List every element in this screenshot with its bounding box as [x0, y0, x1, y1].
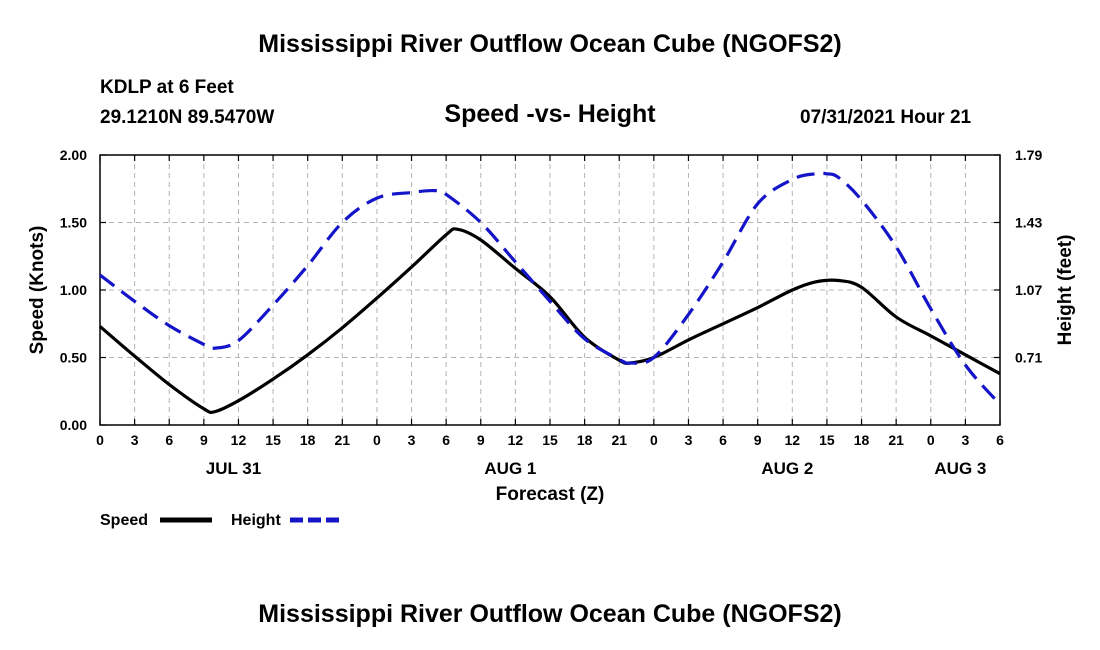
x-tick-label: 15	[542, 432, 558, 448]
x-tick-label: 21	[888, 432, 904, 448]
x-tick-label: 9	[477, 432, 485, 448]
x-tick-label: 6	[442, 432, 450, 448]
y-right-axis-title: Height (feet)	[1055, 235, 1076, 346]
y-right-tick-label: 1.79	[1015, 147, 1042, 163]
x-date-label: AUG 3	[934, 459, 986, 478]
chart-title: Mississippi River Outflow Ocean Cube (NG…	[258, 30, 842, 58]
x-tick-label: 12	[508, 432, 524, 448]
station-label: KDLP at 6 Feet	[100, 77, 234, 98]
x-tick-label: 0	[927, 432, 935, 448]
x-tick-label: 12	[785, 432, 801, 448]
x-tick-label: 18	[854, 432, 870, 448]
x-tick-label: 6	[996, 432, 1004, 448]
chart-subtitle: Speed -vs- Height	[444, 100, 656, 128]
x-date-label: AUG 1	[484, 459, 536, 478]
legend-label-speed: Speed	[100, 512, 148, 529]
x-tick-label: 9	[200, 432, 208, 448]
x-tick-label: 6	[719, 432, 727, 448]
series-group	[98, 171, 1002, 415]
grid	[100, 155, 1000, 425]
x-tick-label: 0	[96, 432, 104, 448]
x-tick-label: 0	[373, 432, 381, 448]
x-tick-label: 12	[231, 432, 247, 448]
legend: Speed Height	[100, 512, 342, 529]
y-axis-title: Speed (Knots)	[27, 226, 48, 355]
forecast-datetime: 07/31/2021 Hour 21	[800, 107, 972, 128]
x-tick-label: 0	[650, 432, 658, 448]
y-tick-label: 0.50	[60, 350, 87, 366]
x-tick-label: 18	[577, 432, 593, 448]
y-tick-label: 1.00	[60, 282, 87, 298]
x-tick-label: 3	[131, 432, 139, 448]
y-right-tick-label: 0.71	[1015, 350, 1042, 366]
y-right-tick-label: 1.07	[1015, 282, 1042, 298]
x-date-label: AUG 2	[761, 459, 813, 478]
x-tick-label: 21	[611, 432, 627, 448]
x-tick-label: 6	[165, 432, 173, 448]
height-series-line	[99, 171, 1002, 406]
x-tick-label: 3	[685, 432, 693, 448]
x-axis-title: Forecast (Z)	[496, 484, 605, 505]
x-tick-label: 18	[300, 432, 316, 448]
x-tick-label: 3	[408, 432, 416, 448]
footer-title: Mississippi River Outflow Ocean Cube (NG…	[258, 600, 842, 628]
x-date-label: JUL 31	[206, 459, 261, 478]
axis-labels: Forecast (Z) Speed (Knots) Height (feet)	[27, 226, 1076, 505]
x-tick-label: 15	[265, 432, 281, 448]
x-tick-label: 9	[754, 432, 762, 448]
speed-series-line	[98, 227, 1001, 415]
y-tick-label: 2.00	[60, 147, 87, 163]
x-tick-label: 3	[961, 432, 969, 448]
x-tick-label: 15	[819, 432, 835, 448]
station-coordinates: 29.1210N 89.5470W	[100, 107, 275, 128]
y-tick-label: 0.00	[60, 417, 87, 433]
y-right-tick-label: 1.43	[1015, 215, 1042, 231]
axis-ticks: 0 3 6 9 12 15 18 21 0 3 6 9 12 15 18 21 0 3 6 9 12 15 18 21 0 3 6 0…	[60, 147, 1043, 478]
x-tick-label: 21	[335, 432, 351, 448]
legend-label-height: Height	[231, 512, 281, 529]
y-tick-label: 1.50	[60, 215, 87, 231]
